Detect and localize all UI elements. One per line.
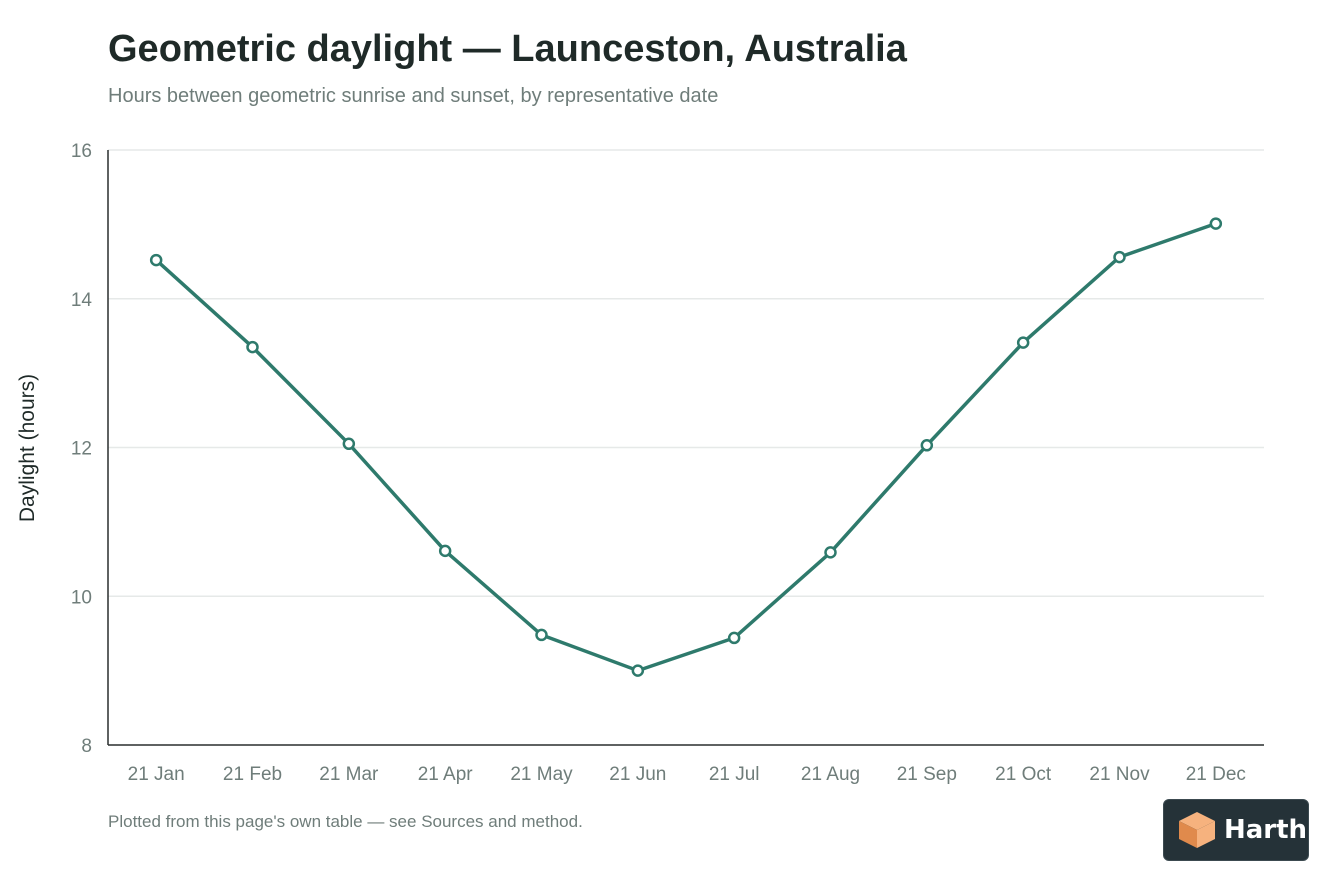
x-tick-label: 21 Jan: [128, 764, 185, 785]
chart-subtitle: Hours between geometric sunrise and suns…: [108, 85, 719, 107]
x-tick-label: 21 Feb: [223, 764, 282, 785]
y-tick-label: 16: [71, 141, 92, 162]
series-layer: [149, 217, 1223, 677]
y-tick-label: 10: [71, 587, 92, 608]
data-point[interactable]: [438, 544, 452, 558]
x-tick-label: 21 Sep: [897, 764, 957, 785]
x-tick-label: 21 Mar: [319, 764, 379, 785]
x-tick-label: 21 Apr: [418, 764, 474, 785]
cube-logo-icon: [1179, 812, 1215, 848]
brand-badge[interactable]: Harth: [1163, 799, 1309, 861]
y-axis-ticks: 8 10 12 14 16: [71, 141, 93, 757]
data-point[interactable]: [824, 546, 837, 559]
x-axis-ticks: 21 Jan 21 Feb 21 Mar 21 Apr 21 May 21 Jun 21 J…: [128, 764, 1246, 785]
chart-axes: [107, 150, 1264, 746]
data-point[interactable]: [1113, 250, 1126, 264]
data-point[interactable]: [1016, 336, 1030, 349]
data-point[interactable]: [727, 631, 741, 645]
data-point[interactable]: [1209, 217, 1223, 230]
x-tick-label: 21 Nov: [1089, 764, 1150, 785]
y-tick-label: 14: [71, 290, 93, 311]
data-point[interactable]: [246, 340, 259, 354]
source-note: Plotted from this page's own table — see…: [108, 812, 583, 831]
x-tick-label: 21 Jul: [709, 764, 760, 785]
series-line: [154, 221, 1218, 673]
x-tick-label: 21 May: [510, 764, 573, 785]
data-point[interactable]: [342, 437, 356, 451]
data-point[interactable]: [149, 253, 163, 267]
chart-title: Geometric daylight — Launceston, Austral…: [108, 28, 907, 70]
y-tick-label: 12: [71, 439, 92, 460]
x-tick-label: 21 Aug: [801, 764, 860, 785]
x-tick-label: 21 Jun: [609, 764, 666, 785]
data-point[interactable]: [920, 439, 934, 452]
data-point[interactable]: [535, 628, 548, 642]
brand-name: Harth: [1224, 815, 1308, 845]
grid-lines: [108, 149, 1264, 597]
line-chart: 8 10 12 14 16 21 Jan 21 Feb 21 Mar 21 Apr 21 May…: [16, 141, 1264, 785]
data-point[interactable]: [631, 664, 645, 677]
x-tick-label: 21 Oct: [995, 764, 1052, 785]
x-tick-label: 21 Dec: [1186, 764, 1246, 785]
y-axis-label: Daylight (hours): [16, 374, 39, 522]
y-tick-label: 8: [81, 736, 92, 757]
